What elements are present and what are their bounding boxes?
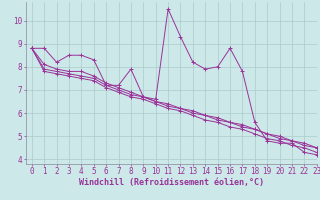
X-axis label: Windchill (Refroidissement éolien,°C): Windchill (Refroidissement éolien,°C) [79,178,264,187]
